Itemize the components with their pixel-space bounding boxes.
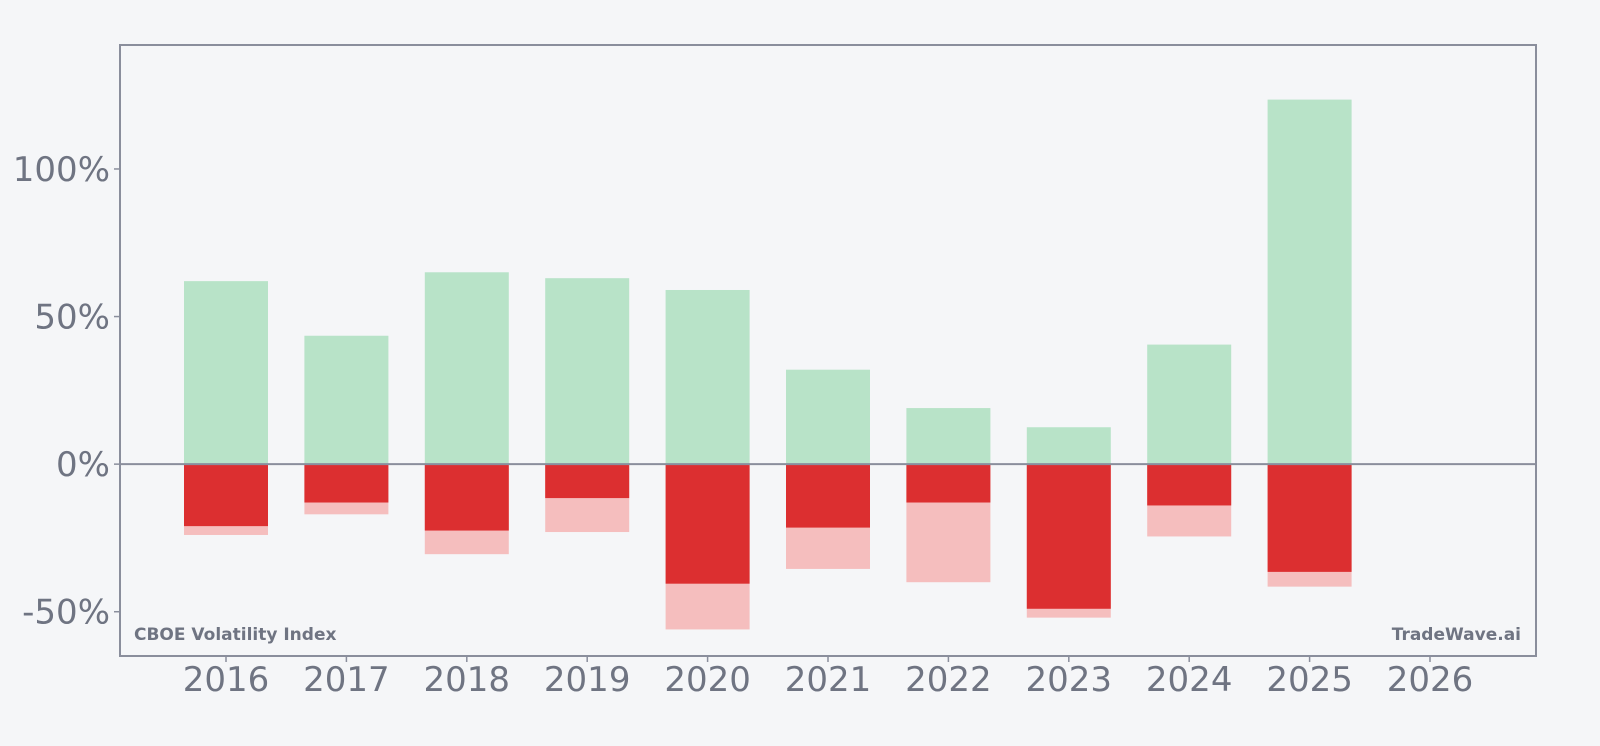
x-tick-label: 2016 [183,660,270,700]
max-gain-bar [1267,99,1352,465]
watermark-label: TradeWave.ai [1392,625,1521,645]
x-tick-label: 2024 [1146,660,1233,700]
y-tick-label: 0% [56,445,110,485]
y-tick-label: 100% [13,150,110,190]
return-bar [665,464,750,584]
x-axis-ticks: 2016 2017 2018 2019 2020 2021 2022 2023 2024 2025… [183,656,1474,700]
return-bar [184,464,268,527]
max-gain-bar [906,408,991,465]
x-tick-label: 2022 [905,660,992,700]
return-bar [304,464,389,503]
x-tick-label: 2026 [1387,660,1474,700]
return-bar [906,464,991,503]
return-bar [424,464,509,531]
max-gain-bars [184,99,1352,465]
x-tick-label: 2020 [664,660,751,700]
x-tick-label: 2021 [785,660,872,700]
max-gain-bar [786,369,870,465]
y-tick-label: -50% [22,593,110,633]
x-tick-label: 2019 [544,660,631,700]
x-tick-label: 2017 [303,660,390,700]
return-bar [1267,464,1352,572]
max-gain-bar [545,278,630,465]
return-bar [786,464,870,528]
chart-source-label: CBOE Volatility Index [134,625,336,645]
max-gain-bar [424,272,509,465]
return-bar [1026,464,1111,609]
max-gain-bar [1147,344,1232,465]
max-gain-bar [304,335,389,465]
max-gain-bar [1026,427,1111,465]
return-bar [1147,464,1232,506]
y-axis-ticks: 100% 50% 0% -50% [13,150,120,633]
return-bars [184,464,1352,609]
x-tick-label: 2023 [1026,660,1113,700]
x-tick-label: 2018 [424,660,511,700]
y-tick-label: 50% [34,298,110,338]
max-gain-bar [184,281,268,465]
max-gain-bar [665,289,750,465]
x-tick-label: 2025 [1266,660,1353,700]
return-bar [545,464,630,499]
